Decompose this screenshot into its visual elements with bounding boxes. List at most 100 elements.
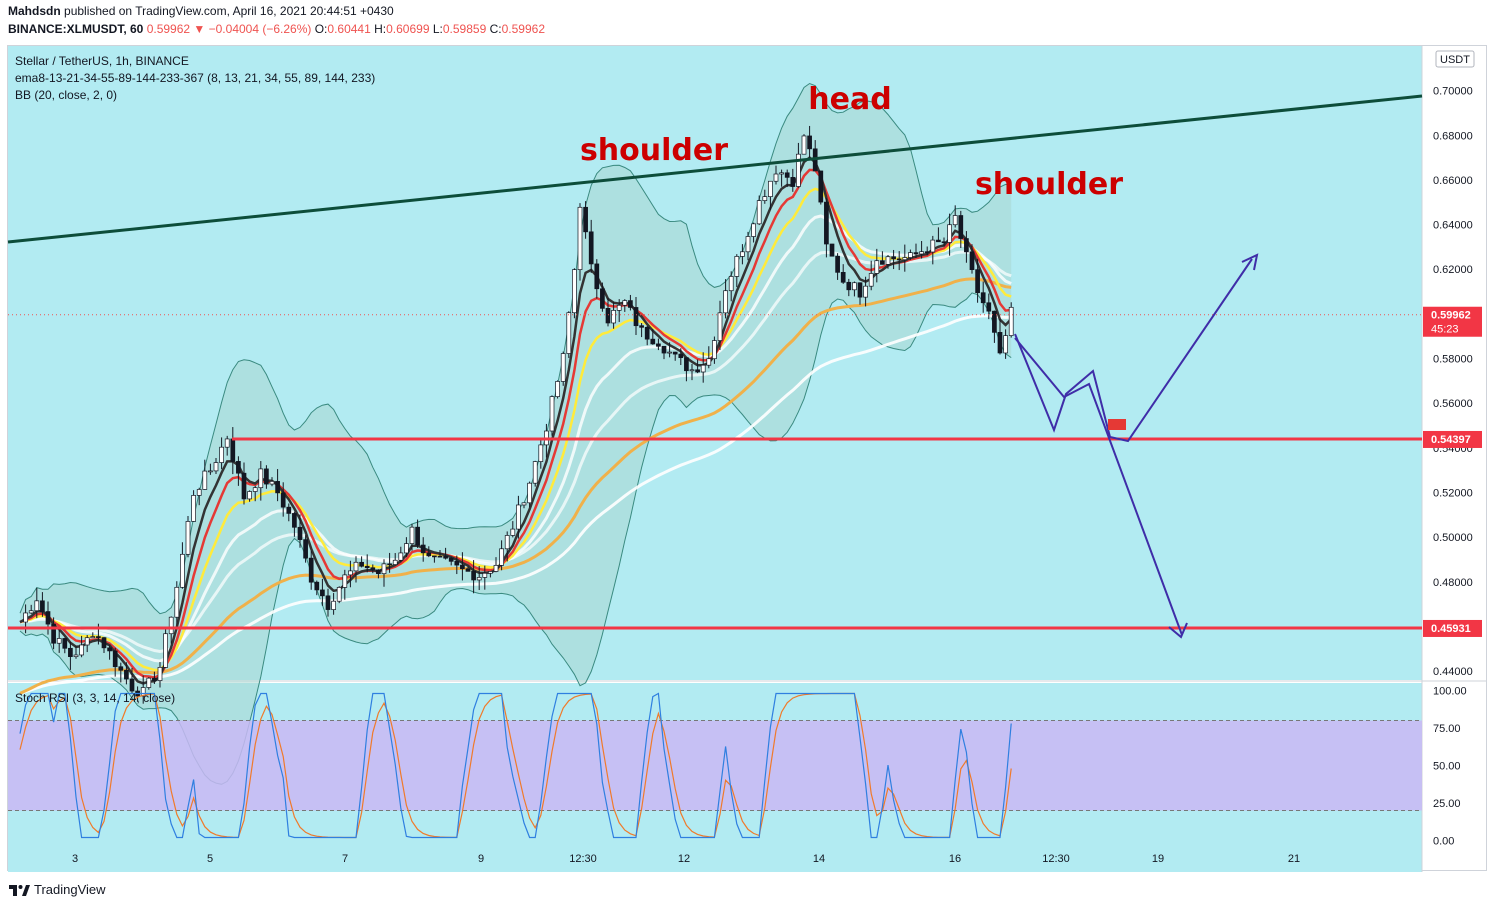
projection-path-bullish xyxy=(1014,258,1253,443)
candle-body xyxy=(275,481,280,494)
candle-body xyxy=(644,326,650,340)
time-tick-label: 14 xyxy=(813,853,825,865)
candle-body xyxy=(504,535,510,550)
open-value: 0.60441 xyxy=(327,22,371,36)
high-value: 0.60699 xyxy=(386,22,430,36)
candle-body xyxy=(219,446,224,463)
candle-body xyxy=(236,461,241,474)
candle-body xyxy=(773,173,779,182)
candle-body xyxy=(740,251,745,257)
published-text: published on TradingView.com, April 16, … xyxy=(64,4,394,18)
close-value: 0.59962 xyxy=(501,22,545,36)
candle-body xyxy=(68,647,73,657)
legend-ema[interactable]: ema8-13-21-34-55-89-144-233-367 (8, 13, … xyxy=(15,71,376,85)
candle-body xyxy=(756,200,762,225)
candle-body xyxy=(196,489,202,496)
candle-body xyxy=(73,654,79,657)
candle-body xyxy=(908,252,913,258)
annotation-right-shoulder: shoulder xyxy=(975,167,1123,202)
high-label: H: xyxy=(374,22,387,36)
candle-body xyxy=(969,251,975,271)
candle-body xyxy=(437,555,443,558)
time-axis-bg xyxy=(8,848,1422,872)
price-tick-label: 0.66000 xyxy=(1433,175,1473,187)
candle-body xyxy=(896,258,902,261)
candle-body xyxy=(325,595,331,610)
legend-bb[interactable]: BB (20, close, 2, 0) xyxy=(15,88,118,102)
candle-body xyxy=(191,495,196,522)
candle-body xyxy=(168,616,174,635)
candle-body xyxy=(34,600,40,612)
candle-body xyxy=(185,521,191,555)
candle-body xyxy=(784,172,790,178)
publisher-user[interactable]: Mahdsdn xyxy=(8,4,61,18)
candle-body xyxy=(605,308,611,324)
open-label: O: xyxy=(314,22,328,36)
candle-body xyxy=(364,565,370,569)
candle-body xyxy=(857,282,863,298)
candle-body xyxy=(443,555,448,559)
candle-body xyxy=(762,196,768,201)
price-label-text: 0.54397 xyxy=(1431,434,1471,446)
candle-body xyxy=(224,438,230,448)
candle-body xyxy=(824,201,829,245)
candle-body xyxy=(751,223,756,237)
price-tick-label: 0.56000 xyxy=(1433,398,1473,410)
candle-body xyxy=(527,482,532,504)
candle-body xyxy=(639,325,644,328)
candle-body xyxy=(280,492,286,508)
ema-13-yellow xyxy=(19,187,1012,672)
candle-body xyxy=(336,587,342,602)
candle-body xyxy=(269,481,275,485)
candle-body xyxy=(913,252,919,255)
candle-body xyxy=(997,332,1003,354)
candle-body xyxy=(420,544,426,554)
price-label-box xyxy=(1423,619,1482,637)
tradingview-logo[interactable]: TradingView xyxy=(8,882,106,897)
stoch-tick-label: 50.00 xyxy=(1433,761,1461,773)
time-tick-label: 5 xyxy=(207,853,213,865)
candle-body xyxy=(208,470,213,473)
candle-body xyxy=(678,353,684,359)
time-tick-label: 16 xyxy=(949,853,961,865)
candle-body xyxy=(560,353,566,382)
time-tick-label: 3 xyxy=(72,853,78,865)
candle-body xyxy=(885,256,891,265)
projection-arrow-up xyxy=(1241,253,1259,271)
candle-body xyxy=(213,462,219,472)
candle-body xyxy=(667,351,672,354)
candle-body xyxy=(124,669,129,680)
target-marker xyxy=(1108,419,1126,430)
candle-body xyxy=(409,526,415,544)
candle-body xyxy=(1003,335,1008,354)
candle-body xyxy=(684,357,689,372)
stoch-tick-label: 75.00 xyxy=(1433,723,1461,735)
candle-body xyxy=(163,633,168,668)
candle-body xyxy=(112,650,118,668)
candle-body xyxy=(140,687,146,697)
candle-body xyxy=(700,364,706,373)
price-label-countdown: 45:23 xyxy=(1431,324,1459,336)
candle-body xyxy=(695,369,700,373)
symbol-label: BINANCE:XLMUSDT, 60 xyxy=(8,22,144,36)
candle-body xyxy=(348,570,353,576)
candle-body xyxy=(1008,306,1014,336)
candle-body xyxy=(258,468,264,489)
candle-body xyxy=(292,513,297,528)
publisher-line: Mahdsdn published on TradingView.com, Ap… xyxy=(8,4,394,18)
candle-body xyxy=(947,224,952,243)
candle-body xyxy=(230,438,236,462)
candle-body xyxy=(818,170,824,203)
candle-body xyxy=(84,637,90,646)
close-label: C: xyxy=(489,22,502,36)
candle-body xyxy=(353,561,359,572)
change-value: 0.59962 ▼ −0.04004 (−6.26%) xyxy=(146,22,312,36)
price-tick-label: 0.50000 xyxy=(1433,532,1473,544)
bollinger-upper xyxy=(19,82,1012,615)
legend-stoch[interactable]: Stoch RSI (3, 3, 14, 14, close) xyxy=(15,691,176,705)
candle-body xyxy=(241,472,247,500)
candle-body xyxy=(40,600,45,612)
candle-body xyxy=(308,557,314,583)
candle-body xyxy=(426,552,432,557)
